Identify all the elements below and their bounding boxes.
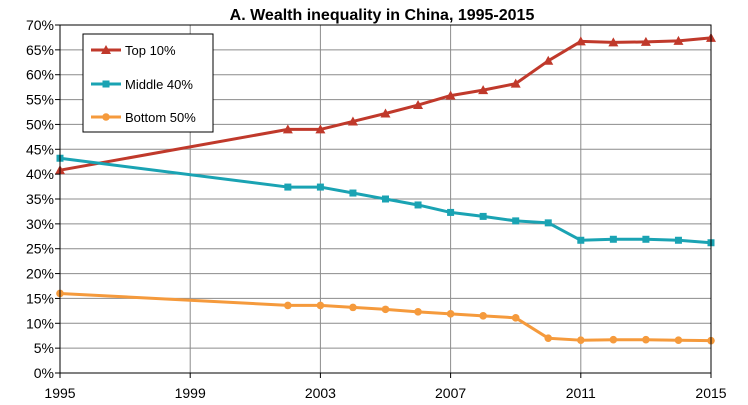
data-point-bottom-50 — [381, 305, 390, 314]
axis-labels: 0% 5% 10% 15% 20% 25% 30% 35% 40% 45% 50% 55% 60% 65%… — [26, 17, 727, 401]
data-point-bottom-50 — [674, 336, 683, 344]
x-tick-label: 2011 — [566, 385, 596, 401]
data-point-top-10 — [543, 55, 554, 65]
legend-label-middle-40: Middle 40% — [125, 77, 193, 92]
data-point-bottom-50 — [642, 335, 650, 344]
data-point-middle-40 — [479, 212, 487, 220]
y-tick-label: 25% — [26, 241, 54, 257]
x-tick-label: 2007 — [435, 385, 466, 401]
data-point-middle-40 — [349, 189, 357, 197]
legend-marker-top-10 — [101, 45, 111, 54]
data-point-middle-40 — [316, 183, 324, 191]
data-point-top-10 — [445, 90, 456, 100]
y-tick-label: 50% — [26, 116, 54, 132]
data-point-bottom-50 — [284, 301, 292, 310]
y-tick-label: 55% — [26, 92, 54, 108]
data-point-top-10 — [413, 100, 424, 110]
data-point-middle-40 — [414, 201, 422, 209]
data-point-middle-40 — [512, 217, 520, 225]
data-point-top-10 — [673, 35, 684, 45]
y-tick-label: 5% — [34, 340, 54, 356]
x-tick-label: 1995 — [44, 385, 75, 401]
legend-label-top-10: Top 10% — [125, 43, 176, 58]
legend-marker-middle-40 — [102, 80, 110, 88]
data-point-middle-40 — [674, 236, 682, 244]
legend-marker-bottom-50 — [102, 113, 110, 121]
y-tick-label: 40% — [26, 166, 54, 182]
data-point-middle-40 — [544, 219, 552, 227]
data-point-bottom-50 — [544, 334, 553, 343]
series-group — [55, 32, 716, 345]
x-tick-label: 2015 — [695, 385, 726, 401]
data-point-top-10 — [315, 124, 326, 134]
data-point-top-10 — [640, 36, 651, 46]
data-point-bottom-50 — [479, 312, 487, 320]
y-tick-label: 0% — [34, 365, 54, 381]
x-tick-label: 2003 — [305, 385, 336, 401]
data-point-top-10 — [347, 116, 358, 126]
data-point-bottom-50 — [414, 308, 422, 316]
data-point-bottom-50 — [349, 303, 357, 312]
data-point-middle-40 — [382, 195, 389, 203]
data-point-middle-40 — [447, 208, 455, 216]
y-tick-label: 60% — [26, 67, 54, 83]
y-tick-label: 15% — [26, 290, 54, 306]
y-tick-label: 65% — [26, 42, 54, 58]
data-point-top-10 — [380, 108, 391, 118]
data-point-bottom-50 — [609, 335, 618, 344]
data-point-bottom-50 — [446, 310, 455, 318]
data-point-middle-40 — [609, 235, 617, 243]
y-tick-label: 20% — [26, 266, 54, 282]
data-point-middle-40 — [577, 236, 585, 244]
series-top-10 — [55, 32, 716, 175]
data-point-bottom-50 — [316, 301, 325, 310]
series-line-bottom-50 — [59, 291, 712, 343]
y-tick-label: 35% — [26, 191, 54, 207]
data-point-bottom-50 — [577, 336, 585, 344]
series-middle-40 — [56, 154, 715, 247]
data-point-top-10 — [575, 36, 586, 46]
y-tick-label: 45% — [26, 141, 54, 157]
data-point-top-10 — [478, 85, 489, 95]
legend-label-bottom-50: Bottom 50% — [125, 110, 196, 125]
y-tick-label: 10% — [26, 315, 54, 331]
data-point-middle-40 — [284, 183, 292, 191]
y-tick-label: 70% — [26, 17, 54, 33]
data-point-bottom-50 — [511, 314, 520, 322]
x-tick-label: 1999 — [175, 385, 206, 401]
data-point-top-10 — [608, 37, 619, 47]
data-point-top-10 — [510, 78, 521, 88]
y-tick-label: 30% — [26, 216, 54, 232]
legend: Top 10% Middle 40% Bottom 50% — [82, 33, 214, 133]
series-bottom-50 — [56, 289, 715, 345]
data-point-middle-40 — [642, 235, 650, 243]
data-point-top-10 — [282, 124, 293, 134]
chart-title: A. Wealth inequality in China, 1995-2015 — [230, 7, 535, 24]
